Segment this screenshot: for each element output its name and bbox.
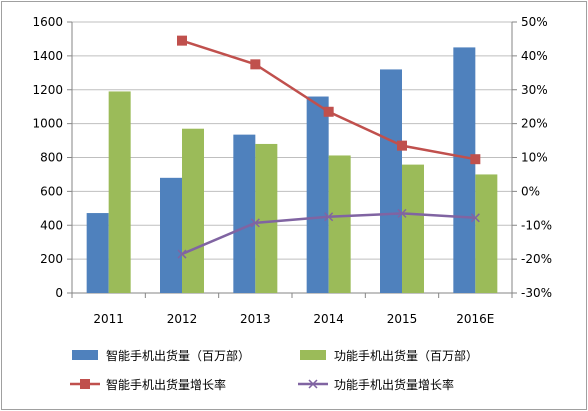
y-right-tick-label: -10% xyxy=(521,218,552,232)
bar xyxy=(160,177,182,293)
legend-marker xyxy=(308,379,318,389)
y-left-tick-label: 800 xyxy=(40,151,63,165)
y-right-tick-label: 10% xyxy=(521,151,548,165)
bar xyxy=(306,96,329,294)
line-point xyxy=(470,213,480,223)
legend-swatch xyxy=(300,350,326,360)
y-right-tick-label: 40% xyxy=(521,49,548,63)
legend-label: 功能手机出货量增长率 xyxy=(334,377,454,392)
bar xyxy=(108,91,131,293)
line-point xyxy=(397,140,407,151)
y-left-tick-label: 1600 xyxy=(32,15,63,29)
legend-label: 智能手机出货量增长率 xyxy=(106,377,226,392)
x-category-label: 2013 xyxy=(240,312,271,326)
bar xyxy=(453,47,476,293)
bar xyxy=(233,134,256,293)
tick-labels: 0 200 400 600 800 1000 1200 1400 1600 -30% -20% -10… xyxy=(32,15,552,326)
line-point xyxy=(397,208,407,218)
bars xyxy=(86,47,498,294)
y-right-tick-label: -30% xyxy=(521,286,552,300)
axes xyxy=(67,21,517,298)
bar xyxy=(182,128,204,293)
y-right-tick-label: 0% xyxy=(521,184,540,198)
x-category-label: 2012 xyxy=(167,312,198,326)
y-left-tick-label: 600 xyxy=(40,184,63,198)
legend: 智能手机出货量（百万部） 功能手机出货量（百万部） 智能手机出货量增长率 功能手机出货… xyxy=(70,348,478,392)
bar xyxy=(328,155,351,293)
line-point xyxy=(250,59,261,70)
legend-marker xyxy=(80,379,90,389)
line-point xyxy=(250,218,260,228)
x-category-label: 2011 xyxy=(93,312,124,326)
x-category-label: 2014 xyxy=(313,312,344,326)
grid-lines xyxy=(72,21,512,294)
bar xyxy=(475,174,498,293)
line-series xyxy=(177,35,481,259)
line-point xyxy=(177,249,187,259)
legend-item: 功能手机出货量增长率 xyxy=(298,377,454,392)
y-left-tick-label: 0 xyxy=(55,286,63,300)
line-point xyxy=(470,154,481,165)
y-right-tick-label: 30% xyxy=(521,83,548,97)
legend-label: 智能手机出货量（百万部） xyxy=(106,348,250,363)
y-left-tick-label: 400 xyxy=(40,218,63,232)
y-left-tick-label: 200 xyxy=(40,252,63,266)
bar xyxy=(255,143,278,293)
bar xyxy=(402,164,424,293)
legend-item: 智能手机出货量（百万部） xyxy=(72,348,250,363)
x-category-label: 2016E xyxy=(456,312,494,326)
line-point xyxy=(324,212,334,222)
y-right-tick-label: -20% xyxy=(521,252,552,266)
y-left-tick-label: 1000 xyxy=(32,117,63,131)
bar xyxy=(380,69,402,293)
legend-swatch xyxy=(72,350,98,360)
legend-item: 功能手机出货量（百万部） xyxy=(300,348,478,363)
y-right-tick-label: 20% xyxy=(521,117,548,131)
line-point xyxy=(177,35,187,46)
y-left-tick-label: 1200 xyxy=(32,83,63,97)
y-left-tick-label: 1400 xyxy=(32,49,63,63)
bar xyxy=(86,213,109,293)
y-right-tick-label: 50% xyxy=(521,15,548,29)
legend-label: 功能手机出货量（百万部） xyxy=(334,348,478,363)
line-point xyxy=(323,106,334,117)
legend-item: 智能手机出货量增长率 xyxy=(70,377,226,392)
x-category-label: 2015 xyxy=(387,312,418,326)
